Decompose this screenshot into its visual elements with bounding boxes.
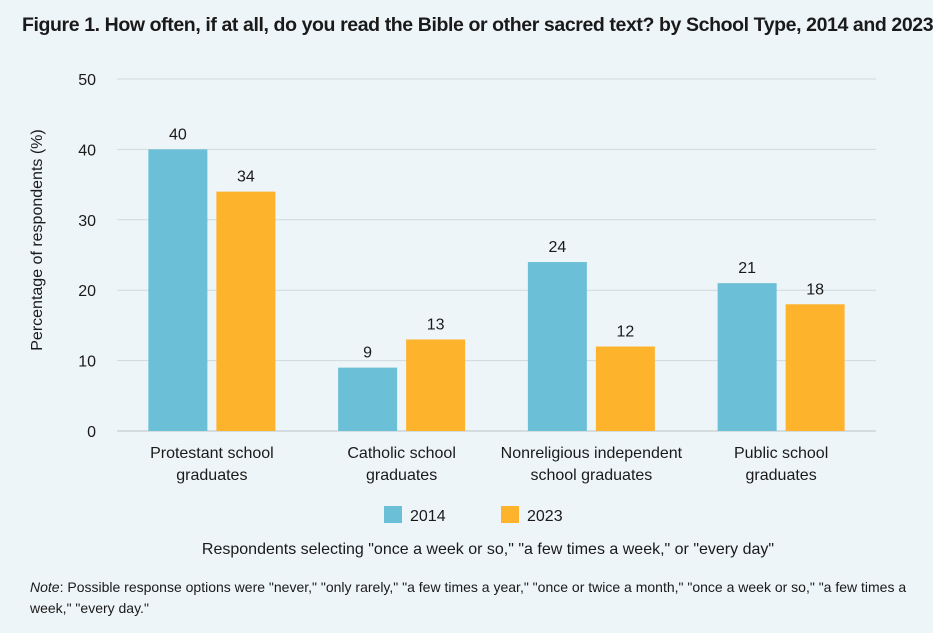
bars bbox=[148, 149, 845, 431]
legend: 2014 2023 bbox=[384, 506, 563, 525]
category-label: graduates bbox=[746, 467, 817, 484]
category-label: Nonreligious independent bbox=[501, 445, 683, 462]
value-label: 9 bbox=[363, 345, 372, 362]
bar-chart: 0 10 20 30 40 50 Percentage of respondents (%… bbox=[29, 72, 876, 558]
category-label: school graduates bbox=[530, 467, 652, 484]
category-label: graduates bbox=[176, 467, 247, 484]
category-label: Protestant school bbox=[150, 445, 274, 462]
bar-2023 bbox=[595, 346, 655, 431]
legend-label: 2023 bbox=[527, 508, 563, 525]
value-label: 12 bbox=[616, 324, 634, 341]
legend-swatch-2023 bbox=[501, 506, 519, 523]
value-label: 18 bbox=[806, 281, 824, 298]
bar-2014 bbox=[148, 149, 208, 431]
category-label: Public school bbox=[734, 445, 828, 462]
category-label: Catholic school bbox=[347, 445, 456, 462]
bar-2023 bbox=[406, 339, 466, 431]
bar-2014 bbox=[717, 283, 777, 431]
y-tick-label: 20 bbox=[78, 283, 96, 300]
legend-swatch-2014 bbox=[384, 506, 402, 523]
x-axis-label: Respondents selecting "once a week or so… bbox=[202, 541, 774, 558]
y-tick-label: 10 bbox=[78, 354, 96, 371]
footnote: Note: Possible response options were "ne… bbox=[30, 577, 910, 619]
value-label: 13 bbox=[427, 316, 445, 333]
chart-title: Figure 1. How often, if at all, do you r… bbox=[22, 14, 933, 36]
value-label: 40 bbox=[169, 126, 187, 143]
bar-2023 bbox=[785, 304, 845, 431]
bar-2014 bbox=[527, 262, 587, 431]
y-tick-label: 40 bbox=[78, 142, 96, 159]
value-label: 21 bbox=[738, 260, 756, 277]
note-label: Note bbox=[30, 579, 60, 595]
y-tick-label: 30 bbox=[78, 213, 96, 230]
value-label: 34 bbox=[237, 169, 255, 186]
y-tick-label: 50 bbox=[78, 72, 96, 89]
note-text: : Possible response options were "never,… bbox=[30, 579, 907, 616]
y-axis-label: Percentage of respondents (%) bbox=[29, 129, 46, 350]
bar-2023 bbox=[216, 191, 276, 431]
legend-label: 2014 bbox=[410, 508, 446, 525]
bar-2014 bbox=[338, 367, 398, 431]
value-label: 24 bbox=[548, 239, 566, 256]
y-tick-label: 0 bbox=[87, 424, 96, 441]
category-labels: Protestant school graduates Catholic schoo… bbox=[150, 445, 828, 484]
value-labels: 40 34 9 13 24 12 21 18 bbox=[169, 126, 824, 361]
category-label: graduates bbox=[366, 467, 437, 484]
y-axis-ticks: 0 10 20 30 40 50 bbox=[78, 72, 96, 441]
